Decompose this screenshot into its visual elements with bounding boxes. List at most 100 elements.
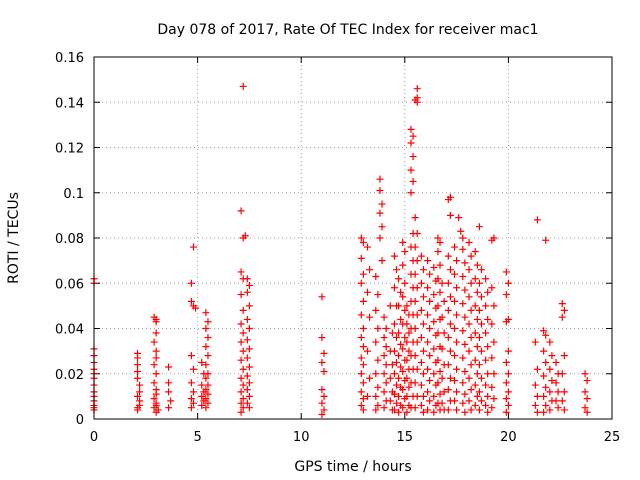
data-point bbox=[413, 229, 421, 237]
data-point bbox=[436, 288, 444, 296]
data-point bbox=[318, 410, 326, 418]
data-point bbox=[459, 399, 467, 407]
data-point bbox=[134, 392, 142, 400]
data-point bbox=[382, 379, 390, 387]
data-point bbox=[372, 406, 380, 414]
data-point bbox=[465, 320, 473, 328]
data-point bbox=[393, 358, 401, 366]
data-point bbox=[359, 361, 367, 369]
data-point bbox=[245, 325, 253, 332]
data-point bbox=[548, 377, 556, 385]
data-point bbox=[152, 408, 160, 416]
data-point bbox=[399, 367, 407, 375]
data-point bbox=[417, 358, 425, 366]
data-point bbox=[560, 306, 568, 314]
data-point bbox=[502, 268, 510, 276]
data-point bbox=[438, 345, 446, 353]
data-point bbox=[202, 386, 210, 394]
data-point bbox=[239, 329, 247, 337]
data-point bbox=[446, 320, 454, 328]
data-point bbox=[467, 406, 475, 414]
data-point bbox=[399, 404, 407, 412]
data-point bbox=[417, 401, 425, 409]
data-point bbox=[461, 313, 469, 321]
data-point bbox=[475, 223, 483, 231]
data-point bbox=[426, 297, 434, 305]
data-point bbox=[152, 329, 160, 337]
data-point bbox=[546, 406, 554, 414]
data-point bbox=[434, 248, 442, 256]
data-point bbox=[413, 284, 421, 292]
data-point bbox=[540, 327, 548, 335]
data-point bbox=[357, 334, 365, 342]
data-point bbox=[395, 275, 403, 283]
data-point bbox=[436, 261, 444, 269]
data-point bbox=[376, 186, 384, 194]
data-point bbox=[409, 153, 417, 161]
data-point bbox=[152, 347, 160, 355]
data-point bbox=[430, 408, 438, 416]
data-point bbox=[165, 379, 173, 387]
data-point bbox=[419, 266, 427, 274]
y-tick-label: 0.04 bbox=[55, 323, 84, 338]
data-point bbox=[453, 365, 461, 373]
data-point bbox=[504, 401, 512, 409]
data-point bbox=[239, 381, 247, 389]
data-point bbox=[471, 329, 479, 337]
data-point bbox=[198, 381, 206, 389]
data-point bbox=[453, 257, 461, 265]
data-point bbox=[451, 325, 459, 332]
data-point bbox=[382, 325, 390, 332]
data-point bbox=[409, 177, 417, 185]
data-point bbox=[407, 125, 415, 133]
data-point bbox=[202, 325, 210, 332]
data-point bbox=[465, 374, 473, 382]
data-point bbox=[453, 388, 461, 396]
data-point bbox=[477, 397, 485, 405]
data-point bbox=[475, 388, 483, 396]
data-point bbox=[419, 320, 427, 328]
data-point bbox=[461, 408, 469, 416]
data-point bbox=[453, 284, 461, 292]
data-point bbox=[202, 361, 210, 369]
data-point bbox=[202, 404, 210, 412]
data-point bbox=[459, 300, 467, 308]
data-point bbox=[477, 374, 485, 382]
data-point bbox=[134, 361, 142, 369]
data-point bbox=[152, 370, 160, 378]
data-point bbox=[411, 352, 419, 360]
data-point bbox=[451, 397, 459, 405]
data-point bbox=[359, 379, 367, 387]
data-point bbox=[152, 318, 160, 326]
data-point bbox=[357, 254, 365, 262]
data-point bbox=[364, 347, 372, 355]
data-point bbox=[473, 343, 481, 351]
data-point bbox=[409, 132, 417, 140]
data-point bbox=[189, 388, 197, 396]
data-point bbox=[473, 288, 481, 296]
data-point bbox=[359, 406, 367, 414]
data-point bbox=[461, 286, 469, 294]
data-point bbox=[243, 354, 251, 362]
data-point bbox=[386, 397, 394, 405]
data-point bbox=[374, 383, 382, 391]
data-point bbox=[239, 365, 247, 373]
data-point bbox=[134, 406, 142, 414]
data-point bbox=[533, 392, 541, 400]
data-point bbox=[374, 356, 382, 364]
data-point bbox=[395, 329, 403, 337]
data-point bbox=[552, 358, 560, 366]
data-point bbox=[453, 311, 461, 319]
data-point bbox=[390, 320, 398, 328]
data-point bbox=[473, 392, 481, 400]
data-point bbox=[411, 404, 419, 412]
data-point bbox=[318, 293, 326, 301]
data-point bbox=[401, 248, 409, 256]
data-point bbox=[467, 306, 475, 314]
data-point bbox=[378, 257, 386, 265]
data-point bbox=[359, 343, 367, 351]
data-point bbox=[204, 352, 212, 360]
data-point bbox=[390, 252, 398, 260]
data-point bbox=[243, 315, 251, 323]
data-point bbox=[189, 399, 197, 407]
